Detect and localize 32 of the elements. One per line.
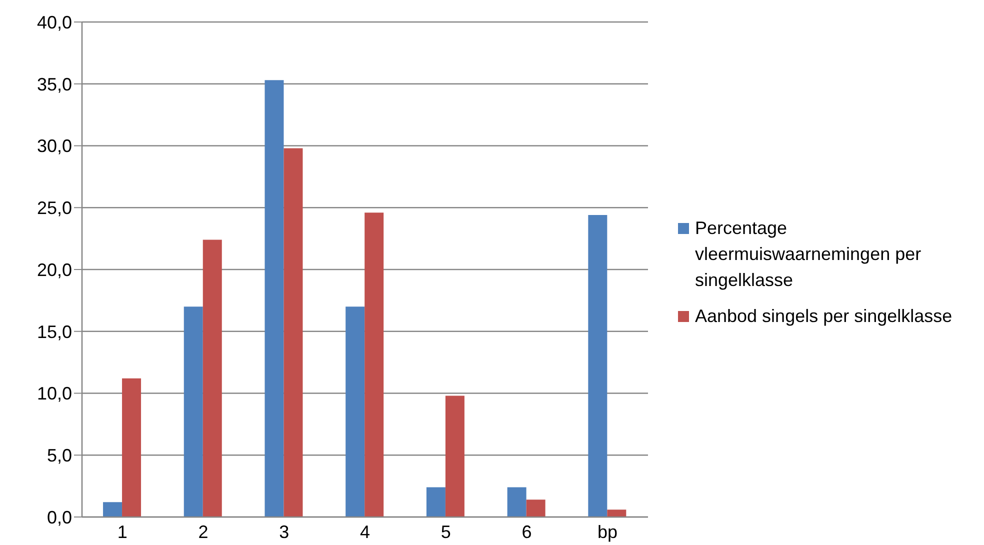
- bar: [507, 487, 526, 517]
- y-tick-label: 35,0: [36, 74, 72, 94]
- x-tick-label: 3: [279, 522, 290, 542]
- bar: [588, 215, 608, 517]
- legend-label: Aanbod singels per singelklasse: [695, 304, 952, 328]
- x-tick-label: 1: [117, 522, 128, 542]
- bar: [184, 306, 203, 517]
- y-tick-label: 10,0: [36, 384, 72, 404]
- y-tick-label: 30,0: [36, 136, 72, 156]
- bar: [346, 306, 365, 517]
- y-tick-label: 15,0: [36, 322, 72, 342]
- x-tick-label: 6: [522, 522, 532, 542]
- bar: [526, 500, 546, 517]
- x-tick-label: bp: [598, 522, 618, 542]
- bar: [202, 240, 222, 517]
- bar: [364, 212, 384, 517]
- bar: [264, 80, 284, 517]
- y-tick-label: 0,0: [46, 507, 72, 528]
- bar: [284, 148, 303, 517]
- bar: [426, 487, 446, 517]
- y-tick-label: 25,0: [36, 198, 72, 218]
- y-tick-label: 40,0: [36, 12, 72, 32]
- bar: [607, 510, 626, 517]
- bar: [103, 502, 122, 517]
- x-tick-label: 2: [198, 522, 208, 542]
- y-tick-label: 20,0: [36, 260, 72, 280]
- x-tick-label: 4: [360, 522, 370, 542]
- bar: [445, 396, 464, 517]
- bar: [122, 378, 142, 517]
- x-tick-label: 5: [440, 522, 451, 542]
- y-tick-label: 5,0: [46, 446, 72, 466]
- legend-label: Percentage vleermuiswaarnemingen per singelklasse: [695, 216, 922, 292]
